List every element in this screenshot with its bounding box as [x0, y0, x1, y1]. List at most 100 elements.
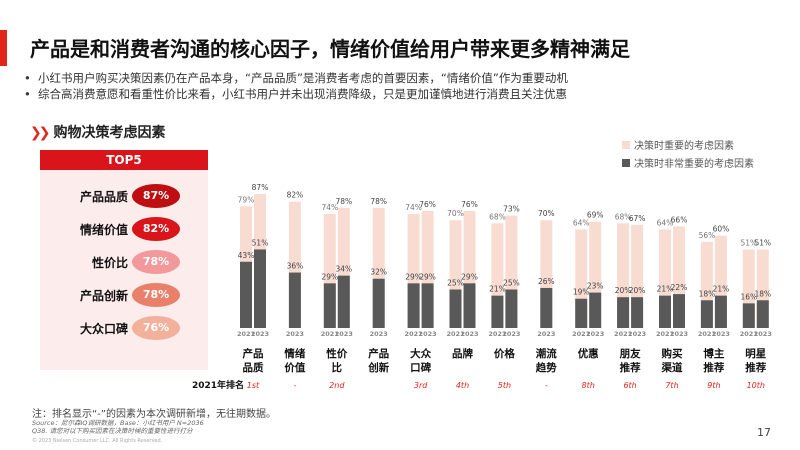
- legend-item: 决策时重要的考虑因素: [622, 138, 754, 156]
- label-very-important: 25%: [503, 279, 520, 288]
- rank-label: 4th: [456, 381, 469, 390]
- bar-very-important: [540, 287, 553, 328]
- bar-very-important: [421, 283, 434, 328]
- label-very-important: 32%: [370, 268, 387, 277]
- year-tick: 2023: [712, 330, 730, 338]
- label-very-important: 21%: [657, 285, 674, 294]
- label-important: 78%: [370, 197, 387, 206]
- label-important: 73%: [503, 205, 520, 214]
- label-very-important: 26%: [538, 277, 555, 286]
- rank-label: 7th: [665, 381, 678, 390]
- year-tick: 2021: [237, 330, 256, 338]
- category-label: 价值: [284, 361, 305, 374]
- label-important: 87%: [252, 183, 269, 192]
- category-label: 产品: [368, 347, 389, 360]
- accent-bar: [0, 30, 7, 66]
- rank-row-label: 2021年排名: [192, 379, 244, 391]
- label-very-important: 19%: [573, 288, 590, 297]
- top5-item: 情绪价值 82%: [40, 215, 208, 245]
- label-important: 51%: [754, 238, 771, 247]
- label-very-important: 29%: [461, 272, 478, 281]
- bar-very-important: [372, 278, 385, 328]
- label-very-important: 23%: [587, 282, 604, 291]
- category-label: 创新: [367, 361, 389, 374]
- label-important: 82%: [287, 191, 304, 200]
- year-tick: 2021: [405, 330, 424, 338]
- year-tick: 2023: [537, 330, 555, 338]
- label-important: 68%: [489, 212, 506, 221]
- label-very-important: 21%: [489, 285, 506, 294]
- label-very-important: 36%: [287, 262, 304, 271]
- top5-value: 78%: [132, 250, 180, 274]
- top5-item: 大众口碑 76%: [40, 314, 208, 344]
- top5-label: 产品品质: [79, 190, 128, 204]
- rank-label: 6th: [623, 381, 636, 390]
- label-very-important: 22%: [671, 283, 688, 292]
- label-very-important: 25%: [447, 279, 464, 288]
- category-label: 推荐: [620, 361, 641, 374]
- label-very-important: 29%: [405, 272, 422, 281]
- top5-panel: [40, 170, 208, 370]
- category-label: 趋势: [536, 361, 557, 374]
- label-important: 68%: [615, 212, 632, 221]
- page-title: 产品是和消费者沟通的核心因子，情绪价值给用户带来更多精神满足: [30, 37, 630, 61]
- category-label: 比: [332, 361, 343, 374]
- top5-label: 大众口碑: [79, 322, 128, 336]
- top5-item: 产品创新 78%: [40, 281, 208, 311]
- category-label: 口碑: [410, 361, 431, 374]
- top5-label: 性价比: [91, 256, 128, 270]
- category-label: 购买: [662, 347, 683, 360]
- rank-label: 3rd: [414, 381, 428, 390]
- label-very-important: 34%: [335, 265, 352, 274]
- label-important: 51%: [740, 238, 757, 247]
- year-tick: 2023: [335, 330, 353, 338]
- year-tick: 2023: [754, 330, 772, 338]
- label-important: 60%: [713, 225, 730, 234]
- category-label: 大众: [410, 347, 431, 360]
- bar-very-important: [323, 283, 336, 328]
- legend-swatch: [622, 159, 630, 167]
- bar-very-important: [756, 300, 769, 328]
- label-important: 78%: [335, 197, 352, 206]
- category-label: 价格: [494, 347, 515, 360]
- category-label: 渠道: [661, 361, 683, 374]
- label-important: 70%: [447, 209, 464, 218]
- label-important: 56%: [699, 231, 716, 240]
- label-very-important: 20%: [629, 286, 646, 295]
- section-title: ❯❯ 购物决策考虑因素: [30, 125, 166, 141]
- year-tick: 2021: [656, 330, 675, 338]
- year-tick: 2021: [488, 330, 507, 338]
- rank-label: 5th: [498, 381, 511, 390]
- chart-legend: 决策时重要的考虑因素 决策时非常重要的考虑因素: [622, 138, 754, 174]
- source-note: Source：尼尔森IQ调研数据，Base：小红书用户 N=2036 Q38. 请…: [32, 419, 204, 435]
- label-important: 76%: [419, 200, 436, 209]
- top5-value: 87%: [132, 184, 180, 208]
- label-important: 79%: [238, 195, 255, 204]
- bullet-list: 小红书用户购买决策因素仍在产品本身，“产品品质”是消费者考虑的首要因素，“情绪价…: [24, 70, 568, 102]
- year-tick: 2023: [460, 330, 478, 338]
- label-important: 64%: [657, 218, 674, 227]
- top5-label: 产品创新: [79, 289, 128, 303]
- year-tick: 2023: [251, 330, 269, 338]
- label-very-important: 20%: [615, 286, 632, 295]
- year-tick: 2021: [446, 330, 465, 338]
- year-tick: 2021: [740, 330, 759, 338]
- top5-item: 产品品质 87%: [40, 182, 208, 212]
- top5-header: TOP5: [40, 150, 208, 170]
- legend-item: 决策时非常重要的考虑因素: [622, 156, 754, 174]
- label-important: 70%: [538, 209, 555, 218]
- bar-very-important: [240, 261, 252, 328]
- year-tick: 2023: [286, 330, 304, 338]
- category-label: 性价: [326, 347, 347, 360]
- footnote: 注：排名显示“-”的因素为本次调研新增，无往期数据。: [32, 409, 276, 420]
- label-very-important: 18%: [754, 289, 771, 298]
- label-very-important: 18%: [699, 289, 716, 298]
- bar-very-important: [449, 289, 462, 328]
- bar-very-important: [673, 294, 685, 328]
- year-tick: 2023: [502, 330, 520, 338]
- year-tick: 2023: [586, 330, 604, 338]
- category-label: 明星: [745, 348, 766, 360]
- bar-very-important: [491, 295, 504, 328]
- bar-very-important: [617, 297, 630, 328]
